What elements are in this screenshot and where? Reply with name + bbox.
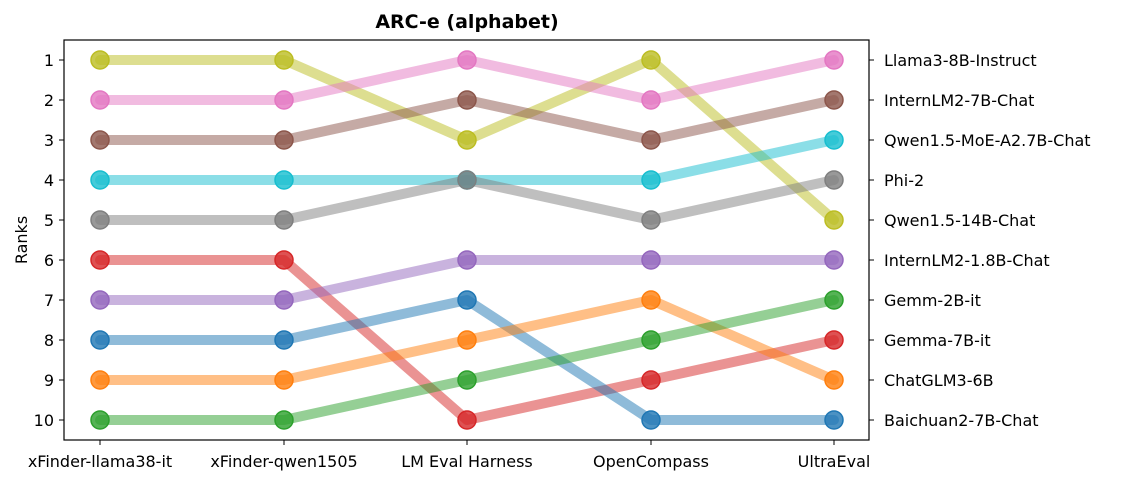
right-tick-label: Gemm-2B-it bbox=[884, 291, 981, 310]
series-point-3-1 bbox=[274, 170, 294, 190]
chart-title: ARC-e (alphabet) bbox=[375, 11, 558, 33]
series-layer bbox=[95, 55, 839, 425]
right-tick-label: ChatGLM3-6B bbox=[884, 371, 994, 390]
right-tick-label: InternLM2-1.8B-Chat bbox=[884, 251, 1050, 270]
series-point-9-0 bbox=[90, 410, 110, 430]
series-point-1-1 bbox=[274, 90, 294, 110]
series-point-3-0 bbox=[90, 170, 110, 190]
y-tick-label: 7 bbox=[44, 291, 54, 310]
x-tick-label: xFinder-llama38-it bbox=[28, 452, 172, 471]
series-point-0-2 bbox=[457, 130, 477, 150]
series-point-2-2 bbox=[457, 90, 477, 110]
series-point-6-0 bbox=[90, 290, 110, 310]
series-point-4-2 bbox=[457, 170, 477, 190]
series-point-8-1 bbox=[274, 370, 294, 390]
series-point-8-3 bbox=[641, 290, 661, 310]
series-point-2-1 bbox=[274, 130, 294, 150]
series-point-5-4 bbox=[824, 330, 844, 350]
series-point-5-1 bbox=[274, 250, 294, 270]
right-tick-label: Gemma-7B-it bbox=[884, 331, 991, 350]
series-point-6-4 bbox=[824, 250, 844, 270]
y-axis-label: Ranks bbox=[12, 216, 31, 264]
series-point-1-3 bbox=[641, 90, 661, 110]
series-point-4-4 bbox=[824, 170, 844, 190]
series-point-5-0 bbox=[90, 250, 110, 270]
y-axis-right: Llama3-8B-Instruct InternLM2-7B-Chat Qwen1… bbox=[869, 51, 1091, 430]
y-tick-label: 4 bbox=[44, 171, 54, 190]
right-tick-label: Qwen1.5-MoE-A2.7B-Chat bbox=[884, 131, 1091, 150]
series-point-8-0 bbox=[90, 370, 110, 390]
series-point-0-3 bbox=[641, 50, 661, 70]
series-point-7-3 bbox=[641, 410, 661, 430]
series-point-3-4 bbox=[824, 130, 844, 150]
y-tick-label: 2 bbox=[44, 91, 54, 110]
series-point-1-4 bbox=[824, 50, 844, 70]
series-point-6-1 bbox=[274, 290, 294, 310]
series-point-1-0 bbox=[90, 90, 110, 110]
x-tick-label: OpenCompass bbox=[593, 452, 709, 471]
series-point-2-4 bbox=[824, 90, 844, 110]
y-tick-label: 3 bbox=[44, 131, 54, 150]
series-point-2-3 bbox=[641, 130, 661, 150]
series-point-7-0 bbox=[90, 330, 110, 350]
series-point-6-2 bbox=[457, 250, 477, 270]
y-axis-left: 1 2 3 4 5 6 7 8 9 10 bbox=[34, 51, 64, 430]
series-point-5-2 bbox=[457, 410, 477, 430]
series-point-7-1 bbox=[274, 330, 294, 350]
series-point-1-2 bbox=[457, 50, 477, 70]
series-point-0-0 bbox=[90, 50, 110, 70]
series-point-8-2 bbox=[457, 330, 477, 350]
marker-layer bbox=[90, 50, 844, 430]
series-point-9-4 bbox=[824, 290, 844, 310]
series-point-5-3 bbox=[641, 370, 661, 390]
series-point-9-3 bbox=[641, 330, 661, 350]
series-point-4-1 bbox=[274, 210, 294, 230]
right-tick-label: Qwen1.5-14B-Chat bbox=[884, 211, 1035, 230]
series-point-6-3 bbox=[641, 250, 661, 270]
y-tick-label: 9 bbox=[44, 371, 54, 390]
series-point-8-4 bbox=[824, 370, 844, 390]
y-tick-label: 5 bbox=[44, 211, 54, 230]
right-tick-label: Llama3-8B-Instruct bbox=[884, 51, 1037, 70]
y-tick-label: 8 bbox=[44, 331, 54, 350]
series-point-0-1 bbox=[274, 50, 294, 70]
series-point-4-3 bbox=[641, 210, 661, 230]
series-point-0-4 bbox=[824, 210, 844, 230]
x-tick-label: UltraEval bbox=[798, 452, 871, 471]
y-tick-label: 10 bbox=[34, 411, 54, 430]
series-point-7-4 bbox=[824, 410, 844, 430]
series-point-7-2 bbox=[457, 290, 477, 310]
series-point-4-0 bbox=[90, 210, 110, 230]
x-tick-label: xFinder-qwen1505 bbox=[210, 452, 357, 471]
series-point-3-3 bbox=[641, 170, 661, 190]
y-tick-label: 6 bbox=[44, 251, 54, 270]
x-axis: xFinder-llama38-it xFinder-qwen1505 LM Eva… bbox=[28, 440, 871, 471]
x-tick-label: LM Eval Harness bbox=[401, 452, 533, 471]
series-point-9-1 bbox=[274, 410, 294, 430]
right-tick-label: InternLM2-7B-Chat bbox=[884, 91, 1034, 110]
series-point-9-2 bbox=[457, 370, 477, 390]
right-tick-label: Baichuan2-7B-Chat bbox=[884, 411, 1039, 430]
y-tick-label: 1 bbox=[44, 51, 54, 70]
series-point-2-0 bbox=[90, 130, 110, 150]
right-tick-label: Phi-2 bbox=[884, 171, 924, 190]
